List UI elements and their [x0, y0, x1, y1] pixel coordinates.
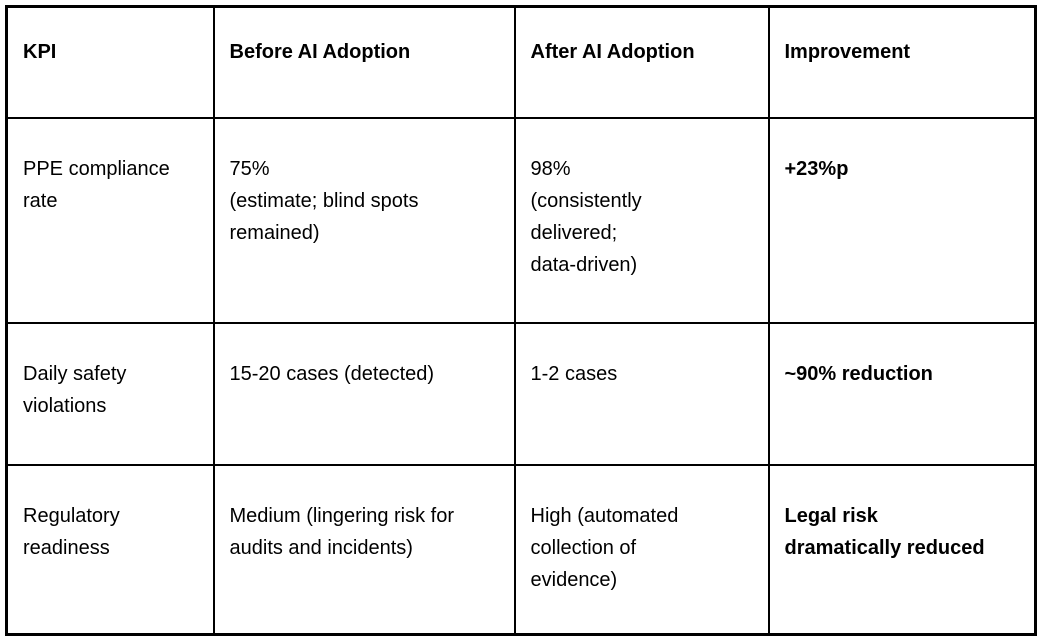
- cell-ppe-before: 75% (estimate; blind spots remained): [212, 116, 516, 324]
- header-cell-kpi: KPI: [5, 5, 215, 119]
- cell-violations-before: 15-20 cases (detected): [212, 321, 516, 466]
- kpi-comparison-table: KPI Before AI Adoption After AI Adoption…: [5, 5, 1037, 636]
- header-cell-after-ai-adoption: After AI Adoption: [513, 5, 770, 119]
- cell-ppe-after: 98% (consistently delivered; data-driven…: [513, 116, 770, 324]
- cell-violations-improvement: ~90% reduction: [767, 321, 1037, 466]
- cell-violations-kpi: Daily safety violations: [5, 321, 215, 466]
- cell-ppe-kpi: PPE compliance rate: [5, 116, 215, 324]
- header-cell-before-ai-adoption: Before AI Adoption: [212, 5, 516, 119]
- cell-regulatory-after: High (automated collection of evidence): [513, 463, 770, 636]
- cell-regulatory-kpi: Regulatory readiness: [5, 463, 215, 636]
- header-cell-improvement: Improvement: [767, 5, 1037, 119]
- cell-regulatory-improvement: Legal risk dramatically reduced: [767, 463, 1037, 636]
- cell-regulatory-before: Medium (lingering risk for audits and in…: [212, 463, 516, 636]
- table-row-ppe-compliance: PPE compliance rate 75% (estimate; blind…: [5, 116, 1037, 324]
- table-row-daily-violations: Daily safety violations 15-20 cases (det…: [5, 321, 1037, 466]
- table-row-regulatory-readiness: Regulatory readiness Medium (lingering r…: [5, 463, 1037, 636]
- cell-ppe-improvement: +23%p: [767, 116, 1037, 324]
- table-header-row: KPI Before AI Adoption After AI Adoption…: [5, 5, 1037, 119]
- cell-violations-after: 1-2 cases: [513, 321, 770, 466]
